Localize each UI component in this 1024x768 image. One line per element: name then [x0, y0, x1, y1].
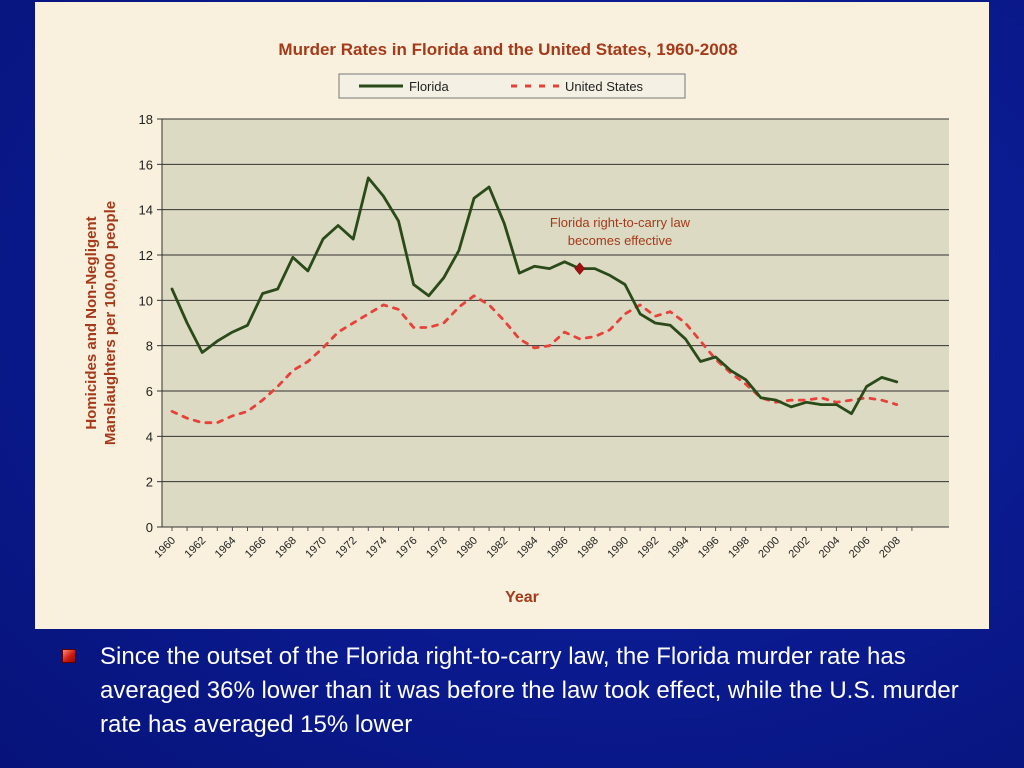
x-tick-label: 1964	[213, 535, 239, 561]
y-tick-label: 12	[139, 248, 153, 263]
x-tick-label: 2004	[817, 535, 843, 561]
y-tick-label: 16	[139, 157, 153, 172]
murder-rate-chart: Murder Rates in Florida and the United S…	[83, 40, 949, 606]
x-tick-label: 1994	[666, 535, 692, 561]
y-tick-label: 0	[146, 520, 153, 535]
y-axis-label-line1: Homicides and Non-Negligent	[83, 216, 100, 429]
bullet-square-icon	[62, 649, 76, 663]
x-axis-label: Year	[505, 589, 539, 606]
x-tick-label: 1988	[575, 535, 601, 561]
series-lines	[170, 176, 899, 425]
annotation-line2: becomes effective	[568, 233, 673, 248]
annotation-layer: Florida right-to-carry law becomes effect…	[550, 215, 691, 275]
x-tick-label: 1976	[394, 535, 420, 561]
y-tick-label: 10	[139, 293, 153, 308]
x-tick-label: 1984	[515, 535, 541, 561]
x-tick-label: 1970	[303, 535, 329, 561]
x-tick-label: 1968	[273, 535, 299, 561]
bullet-text: Since the outset of the Florida right-to…	[100, 643, 959, 738]
y-axis-ticks: 0 2 4 6 8 10 12 14 16 18	[139, 112, 163, 535]
x-tick-label: 1974	[364, 535, 390, 561]
x-tick-label: 1962	[183, 535, 209, 561]
x-tick-label: 1996	[696, 535, 722, 561]
x-tick-label: 1960	[152, 535, 178, 561]
y-tick-label: 18	[139, 112, 153, 127]
x-tick-label: 1972	[334, 535, 360, 561]
x-tick-label: 1990	[605, 535, 631, 561]
chart-panel: Murder Rates in Florida and the United S…	[35, 2, 989, 629]
x-tick-label: 1980	[454, 535, 480, 561]
y-tick-label: 14	[139, 203, 153, 218]
legend-florida-label: Florida	[409, 79, 450, 94]
annotation-line1: Florida right-to-carry law	[550, 215, 691, 230]
united-states-line	[170, 294, 899, 425]
y-tick-label: 2	[146, 475, 153, 490]
y-tick-label: 8	[146, 339, 153, 354]
x-tick-label: 1992	[636, 535, 662, 561]
legend-us-label: United States	[565, 79, 644, 94]
florida-line	[170, 176, 899, 416]
chart-title: Murder Rates in Florida and the United S…	[278, 40, 737, 59]
x-axis-ticks: 1960 1962 1964 1966 1968 1970 1972 1974 1976 1978…	[152, 527, 913, 561]
gridlines	[162, 118, 949, 528]
plot-area	[162, 119, 949, 527]
x-tick-label: 1982	[485, 535, 511, 561]
x-tick-label: 2000	[756, 535, 782, 561]
annotation-marker	[574, 262, 586, 275]
x-tick-label: 1986	[545, 535, 571, 561]
x-tick-label: 2006	[847, 535, 873, 561]
y-tick-label: 6	[146, 384, 153, 399]
x-tick-label: 2008	[877, 535, 903, 561]
x-tick-label: 1998	[726, 535, 752, 561]
y-tick-label: 4	[146, 429, 153, 444]
chart-legend: Florida United States	[338, 73, 686, 99]
x-tick-label: 1966	[243, 535, 269, 561]
x-tick-label: 1978	[424, 535, 450, 561]
y-axis-label-line2: Manslaughters per 100,000 people	[102, 201, 119, 445]
x-tick-label: 2002	[787, 535, 813, 561]
